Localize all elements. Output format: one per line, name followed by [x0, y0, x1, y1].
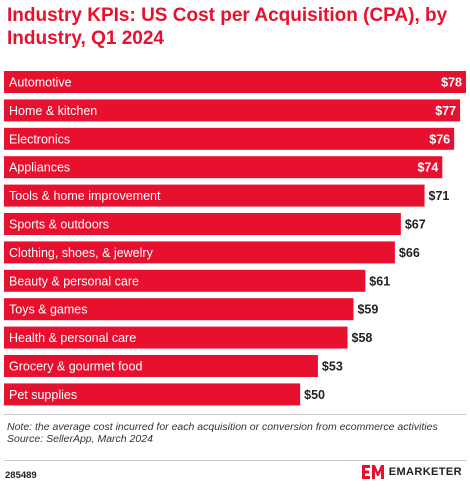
bottom-divider	[4, 460, 466, 461]
bar	[4, 298, 354, 321]
footer-divider	[4, 414, 466, 415]
value-label: $71	[429, 189, 450, 203]
bar	[4, 213, 401, 235]
bar	[4, 383, 301, 406]
bar	[4, 156, 443, 179]
category-label: Health & personal care	[9, 331, 136, 345]
category-label: Beauty & personal care	[9, 274, 139, 288]
value-label: $76	[429, 132, 450, 146]
bar	[4, 71, 466, 93]
value-label: $74	[417, 161, 438, 175]
value-label: $66	[399, 246, 420, 260]
bar	[4, 326, 348, 349]
chart-notes: Note: the average cost incurred for each…	[7, 421, 457, 445]
value-label: $77	[435, 104, 456, 118]
value-label: $61	[369, 274, 390, 288]
bar	[4, 184, 425, 207]
value-label: $78	[441, 76, 462, 90]
bar	[4, 241, 395, 264]
value-label: $59	[357, 303, 378, 317]
category-label: Automotive	[9, 76, 72, 90]
source-text: Source: SellerApp, March 2024	[7, 433, 153, 445]
category-label: Clothing, shoes, & jewelry	[9, 246, 154, 260]
emarketer-logo-icon	[361, 465, 384, 479]
category-label: Electronics	[9, 132, 70, 146]
bar	[4, 269, 366, 292]
bar	[4, 99, 461, 122]
value-label: $58	[352, 331, 373, 345]
brand-name: EMARKETER	[388, 466, 462, 478]
bar-chart: Automotive $78 Home & kitchen $77 Electronic…	[4, 71, 466, 406]
category-label: Sports & outdoors	[9, 218, 109, 232]
bar	[4, 355, 318, 377]
value-label: $53	[322, 360, 343, 374]
category-label: Home & kitchen	[9, 104, 97, 118]
bar	[4, 127, 455, 150]
category-label: Toys & games	[9, 303, 88, 317]
value-label: $67	[405, 218, 426, 232]
chart-title: Industry KPIs: US Cost per Acquisition (…	[7, 5, 448, 49]
category-label: Appliances	[9, 161, 70, 175]
category-label: Pet supplies	[9, 388, 77, 402]
brand-logo: EMARKETER	[361, 464, 462, 480]
value-label: $50	[304, 388, 325, 402]
category-label: Tools & home improvement	[9, 189, 161, 203]
chart-id: 285489	[5, 470, 37, 481]
category-label: Grocery & gourmet food	[9, 360, 142, 374]
note-text: Note: the average cost incurred for each…	[7, 421, 438, 433]
